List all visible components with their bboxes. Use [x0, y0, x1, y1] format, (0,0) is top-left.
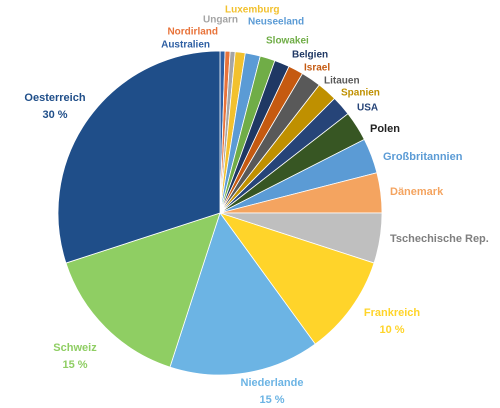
slice-label: Dänemark — [390, 186, 444, 198]
slice-label: Nordirland — [167, 27, 218, 38]
slice-label: Litauen — [324, 76, 360, 87]
slice-label: Frankreich — [364, 307, 421, 319]
slice-label: Niederlande — [241, 377, 304, 389]
pie-slice — [57, 50, 221, 264]
slice-label: Belgien — [292, 50, 328, 61]
slice-value-label: 15 % — [62, 359, 87, 371]
slice-value-label: 15 % — [259, 394, 284, 406]
slice-label: Tschechische Rep. — [390, 233, 489, 245]
slice-label: Neuseeland — [248, 17, 304, 28]
slice-label: Ungarn — [203, 15, 238, 26]
slice-value-label: 10 % — [379, 324, 404, 336]
slice-label: Großbritannien — [383, 151, 463, 163]
pie-slice — [218, 212, 375, 345]
pie-slice — [169, 212, 316, 376]
slice-label: Schweiz — [53, 342, 97, 354]
slice-label: Polen — [370, 123, 400, 135]
slice-label: Australien — [161, 40, 210, 51]
pie-slice — [65, 212, 221, 368]
slice-label: Israel — [304, 63, 330, 74]
slice-label: Oesterreich — [24, 92, 85, 104]
slice-label: USA — [357, 103, 378, 114]
slice-label: Luxemburg — [225, 5, 279, 16]
slice-label: Spanien — [341, 88, 380, 99]
slice-label: Slowakei — [266, 36, 309, 47]
slice-value-label: 30 % — [42, 109, 67, 121]
